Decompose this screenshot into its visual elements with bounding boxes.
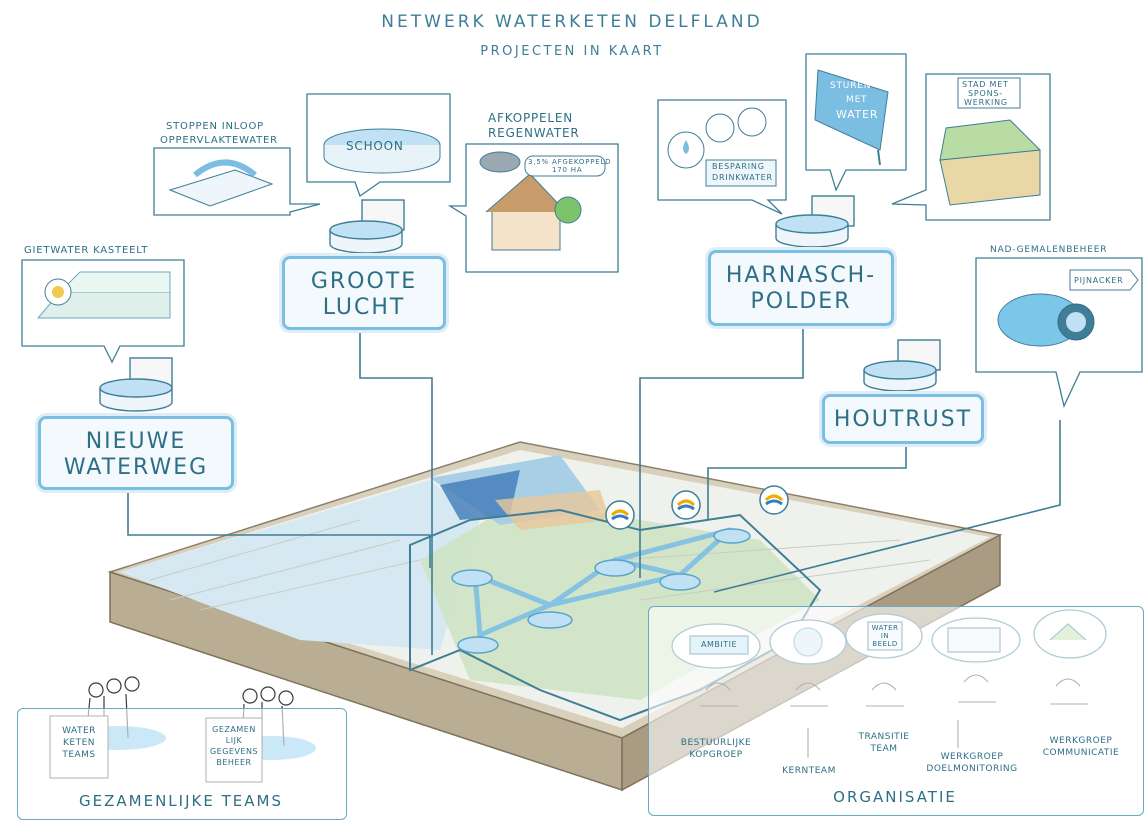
org-group-transitie-1: TRANSITIE	[858, 732, 910, 742]
water-in-beeld-2: IN	[880, 632, 890, 640]
gezamenlijke-teams-label: GEZAMENLIJKE TEAMS	[79, 792, 283, 810]
callout-afkoppelen-label-2: REGENWATER	[488, 126, 580, 140]
callout-afkoppelen-label-1: AFKOPPELEN	[488, 111, 574, 125]
callout-afkoppelen-stat-1: 3,5% AFGEKOPPELD	[528, 158, 612, 166]
ambitie-sign: AMBITIE	[700, 640, 738, 649]
callout-sturen-label-1: STUREN	[830, 81, 872, 91]
location-harnaschpolder[interactable]: HARNASCH- POLDER	[708, 250, 894, 326]
org-group-doelmonitoring-1: WERKGROEP	[940, 752, 1004, 762]
callout-nad-label: NAD-GEMALENBEHEER	[990, 245, 1108, 255]
sign-waterketen-1: WATER	[62, 726, 96, 736]
water-in-beeld-1: WATER	[871, 624, 899, 632]
map-pins	[605, 485, 789, 530]
sign-waterketen-3: TEAMS	[62, 750, 96, 760]
org-group-transitie-2: TEAM	[870, 744, 898, 754]
location-houtrust-line1: HOUTRUST	[833, 407, 973, 432]
location-harnaschpolder-line1: HARNASCH-	[725, 263, 877, 288]
sign-gegevens-3: GEGEVENS	[209, 747, 259, 756]
callout-stoppen-label-1: STOPPEN INLOOP	[166, 121, 264, 132]
callout-sturen-label-3: WATER	[836, 108, 879, 121]
callout-sketches	[36, 69, 1139, 347]
org-group-kernteam-1: KERNTEAM	[782, 766, 836, 776]
callout-stoppen-label-2: OPPERVLAKTEWATER	[160, 135, 278, 146]
callout-pijnacker-sign: PIJNACKER	[1074, 276, 1124, 285]
location-groote-lucht[interactable]: GROOTE LUCHT	[282, 256, 446, 330]
org-group-doelmonitoring-2: DOELMONITORING	[926, 764, 1018, 774]
sign-waterketen-2: KETEN	[62, 738, 95, 748]
location-houtrust[interactable]: HOUTRUST	[822, 394, 984, 444]
organisatie-panel	[648, 606, 1144, 816]
page-title: NETWERK WATERKETEN DELFLAND	[381, 12, 763, 32]
callout-stad-label-1: STAD MET	[962, 80, 1009, 89]
connector-lines	[127, 325, 1061, 655]
location-groote-lucht-line2: LUCHT	[322, 295, 406, 320]
callout-besparing-label-2: DRINKWATER	[712, 173, 773, 182]
page-subtitle: PROJECTEN IN KAART	[480, 44, 664, 59]
callout-stad-label-2: SPONS-	[968, 89, 1003, 98]
callout-afkoppelen-stat-2: 170 HA	[552, 166, 583, 174]
org-group-bestuurlijke-2: KOPGROEP	[689, 750, 743, 760]
gezamenlijke-teams-panel	[17, 708, 347, 820]
location-nieuwe-waterweg[interactable]: NIEUWE WATERWEG	[38, 416, 234, 490]
callout-besparing-label-1: BESPARING	[712, 162, 765, 171]
location-nieuwe-waterweg-line1: NIEUWE	[85, 429, 187, 454]
org-group-communicatie-2: COMMUNICATIE	[1042, 748, 1120, 758]
location-groote-lucht-line1: GROOTE	[310, 269, 418, 294]
callout-gietwater-label: GIETWATER KASTEELT	[24, 245, 149, 256]
org-group-bestuurlijke-1: BESTUURLIJKE	[680, 738, 752, 748]
tank-icons	[99, 195, 941, 412]
sign-gegevens-4: BEHEER	[216, 758, 252, 767]
callout-sturen-label-2: MET	[846, 95, 868, 105]
callout-stad-label-3: WERKING	[964, 98, 1008, 107]
location-nieuwe-waterweg-line2: WATERWEG	[63, 455, 209, 480]
network-links	[472, 527, 733, 639]
team-nodes	[451, 528, 751, 654]
org-group-communicatie-1: WERKGROEP	[1049, 736, 1113, 746]
water-in-beeld-3: BEELD	[872, 640, 898, 648]
callout-schoon-label: SCHOON	[346, 139, 404, 153]
organisatie-label: ORGANISATIE	[833, 788, 957, 806]
sign-gegevens-2: LIJK	[225, 736, 243, 745]
sign-gegevens-1: GEZAMEN	[212, 725, 256, 734]
location-harnaschpolder-line2: POLDER	[750, 289, 852, 314]
